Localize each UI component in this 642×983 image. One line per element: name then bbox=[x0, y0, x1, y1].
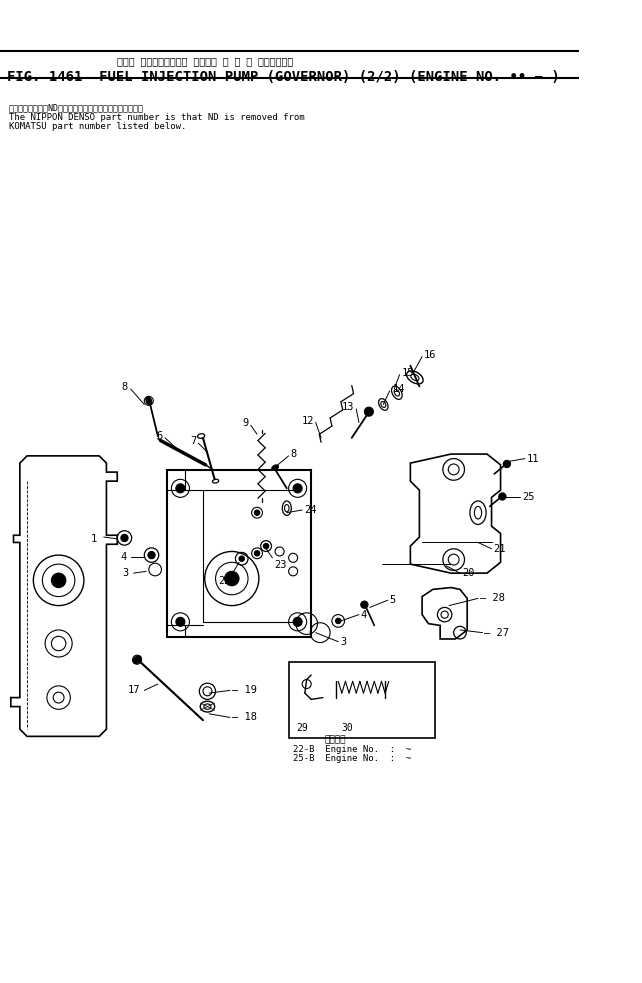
Text: 30: 30 bbox=[342, 723, 353, 733]
Text: 6: 6 bbox=[156, 431, 162, 441]
Text: 16: 16 bbox=[424, 350, 437, 360]
Text: 29: 29 bbox=[296, 723, 308, 733]
Circle shape bbox=[336, 618, 341, 623]
Circle shape bbox=[121, 535, 128, 542]
Text: KOMATSU part number listed below.: KOMATSU part number listed below. bbox=[9, 122, 186, 131]
Circle shape bbox=[361, 601, 368, 608]
Text: 17: 17 bbox=[127, 685, 140, 695]
Text: 品番のメーカ記号NDを除いたものが日本電装の品番です．: 品番のメーカ記号NDを除いたものが日本電装の品番です． bbox=[9, 103, 144, 112]
Text: 8: 8 bbox=[290, 449, 297, 459]
Circle shape bbox=[499, 492, 506, 500]
Text: 3: 3 bbox=[123, 568, 129, 578]
Text: 13: 13 bbox=[342, 402, 354, 412]
Text: 8: 8 bbox=[122, 382, 128, 392]
Text: 22: 22 bbox=[218, 576, 231, 586]
Circle shape bbox=[503, 460, 510, 468]
Text: — 27: — 27 bbox=[484, 628, 509, 638]
Circle shape bbox=[148, 551, 155, 558]
Ellipse shape bbox=[133, 656, 141, 664]
Text: 4: 4 bbox=[361, 609, 367, 619]
Text: 11: 11 bbox=[526, 453, 539, 464]
Bar bbox=[167, 470, 311, 637]
Circle shape bbox=[293, 484, 302, 492]
Text: The NIPPON DENSO part number is that ND is removed from: The NIPPON DENSO part number is that ND … bbox=[9, 113, 305, 122]
Text: 22-B  Engine No.  :  ~: 22-B Engine No. : ~ bbox=[293, 745, 412, 754]
Text: 7: 7 bbox=[191, 436, 196, 446]
Text: 適用号機: 適用号機 bbox=[325, 735, 346, 744]
Text: — 18: — 18 bbox=[232, 713, 257, 723]
Circle shape bbox=[263, 544, 269, 549]
Text: 15: 15 bbox=[401, 368, 414, 377]
Text: — 28: — 28 bbox=[480, 594, 505, 604]
Circle shape bbox=[176, 484, 185, 492]
Text: 1: 1 bbox=[91, 534, 96, 544]
Circle shape bbox=[51, 573, 66, 588]
Text: 25: 25 bbox=[522, 492, 535, 502]
Text: 23: 23 bbox=[274, 560, 287, 570]
Circle shape bbox=[225, 571, 239, 586]
Text: 24: 24 bbox=[304, 505, 317, 515]
Text: 25-B  Engine No.  :  ~: 25-B Engine No. : ~ bbox=[293, 754, 412, 764]
Circle shape bbox=[239, 556, 245, 561]
Text: 3: 3 bbox=[340, 637, 346, 647]
Text: 5: 5 bbox=[390, 595, 396, 606]
Text: 12: 12 bbox=[301, 416, 314, 426]
Text: FIG. 1461  FUEL INJECTION PUMP (GOVERNOR) (2/2) (ENGINE NO. •• − ): FIG. 1461 FUEL INJECTION PUMP (GOVERNOR)… bbox=[7, 70, 560, 84]
Text: フェル インジェクション ポンプ・ カ バ ナ 　　適用号機: フェル インジェクション ポンプ・ カ バ ナ 適用号機 bbox=[117, 56, 293, 66]
Text: 20: 20 bbox=[462, 568, 474, 578]
Circle shape bbox=[293, 617, 302, 626]
Circle shape bbox=[254, 510, 260, 515]
Ellipse shape bbox=[272, 465, 279, 470]
Circle shape bbox=[365, 407, 374, 416]
Text: 14: 14 bbox=[392, 384, 405, 394]
Ellipse shape bbox=[146, 397, 152, 405]
Circle shape bbox=[176, 617, 185, 626]
Text: 21: 21 bbox=[493, 544, 506, 553]
Circle shape bbox=[254, 550, 260, 556]
Text: — 19: — 19 bbox=[232, 685, 257, 695]
Bar bbox=[289, 662, 435, 738]
Text: 9: 9 bbox=[243, 419, 249, 429]
Text: 4: 4 bbox=[120, 551, 126, 562]
